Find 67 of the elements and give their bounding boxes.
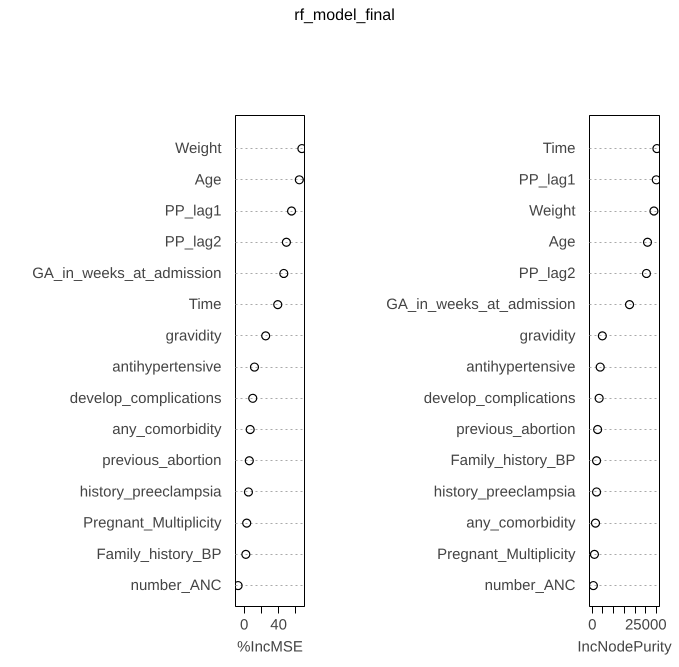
y-tick-label: Family_history_BP: [96, 546, 222, 563]
point: [642, 238, 652, 247]
y-tick-label: number_ANC: [484, 577, 576, 594]
y-tick-label: GA_in_weeks_at_admission: [32, 264, 222, 282]
y-tick-label: PP_lag1: [164, 202, 222, 220]
point: [590, 550, 600, 559]
point: [649, 206, 659, 216]
y-tick-label: history_preeclampsia: [434, 483, 576, 500]
x-axis-title: IncNodePurity: [577, 638, 672, 656]
point: [590, 518, 600, 528]
y-tick-label: Time: [542, 140, 576, 158]
y-tick-label: Age: [194, 171, 222, 188]
point: [236, 580, 243, 590]
x-tick-label: 0: [240, 616, 248, 634]
point: [596, 362, 605, 372]
point: [642, 268, 652, 278]
y-tick-label: Time: [188, 296, 222, 314]
y-tick-label: PP_lag1: [518, 171, 576, 188]
y-tick-label: Age: [548, 234, 576, 251]
y-tick-label: any_comorbidity: [466, 514, 576, 532]
y-tick-label: Family_history_BP: [450, 452, 576, 470]
y-tick-label: antihypertensive: [112, 358, 222, 376]
point: [248, 394, 258, 403]
point: [241, 550, 250, 559]
point: [244, 487, 254, 497]
y-tick-label: gravidity: [166, 327, 222, 344]
y-tick-label: GA_in_weeks_at_admission: [386, 296, 576, 314]
point: [590, 580, 598, 590]
point: [592, 456, 602, 466]
y-tick-label: Pregnant_Multiplicity: [437, 546, 576, 563]
text: rf_model_final: [293, 6, 396, 26]
point: [594, 394, 604, 403]
point: [294, 175, 304, 184]
point: [250, 362, 260, 372]
point: [652, 175, 660, 184]
y-tick-label: Pregnant_Multiplicity: [83, 514, 222, 532]
y-tick-label: develop_complications: [424, 390, 576, 407]
x-tick-label: 0: [588, 616, 596, 634]
y-tick-label: any_comorbidity: [112, 421, 222, 438]
point: [246, 424, 255, 434]
x-axis-title: %IncMSE: [237, 638, 303, 656]
point: [261, 331, 270, 340]
y-tick-label: Weight: [529, 202, 576, 220]
point: [273, 300, 282, 310]
y-tick-label: develop_complications: [70, 390, 222, 407]
y-tick-label: gravidity: [520, 327, 576, 344]
y-tick-label: history_preeclampsia: [80, 483, 222, 500]
y-tick-label: previous_abortion: [102, 452, 222, 470]
point: [592, 487, 602, 497]
y-tick-label: PP_lag2: [518, 264, 576, 282]
y-tick-label: antihypertensive: [466, 358, 576, 376]
y-tick-label: Weight: [175, 140, 222, 158]
point: [624, 300, 634, 310]
point: [242, 518, 252, 528]
point: [593, 424, 602, 434]
point: [598, 331, 607, 340]
point: [652, 144, 660, 154]
point: [282, 238, 291, 247]
x-tick-label: 25000: [624, 616, 667, 634]
point: [244, 456, 254, 466]
point: [297, 144, 304, 154]
y-tick-label: number_ANC: [130, 577, 222, 594]
y-tick-label: PP_lag2: [164, 234, 222, 251]
point: [286, 206, 296, 216]
point: [279, 268, 288, 278]
x-tick-label: 40: [270, 616, 287, 634]
y-tick-label: previous_abortion: [456, 421, 576, 438]
